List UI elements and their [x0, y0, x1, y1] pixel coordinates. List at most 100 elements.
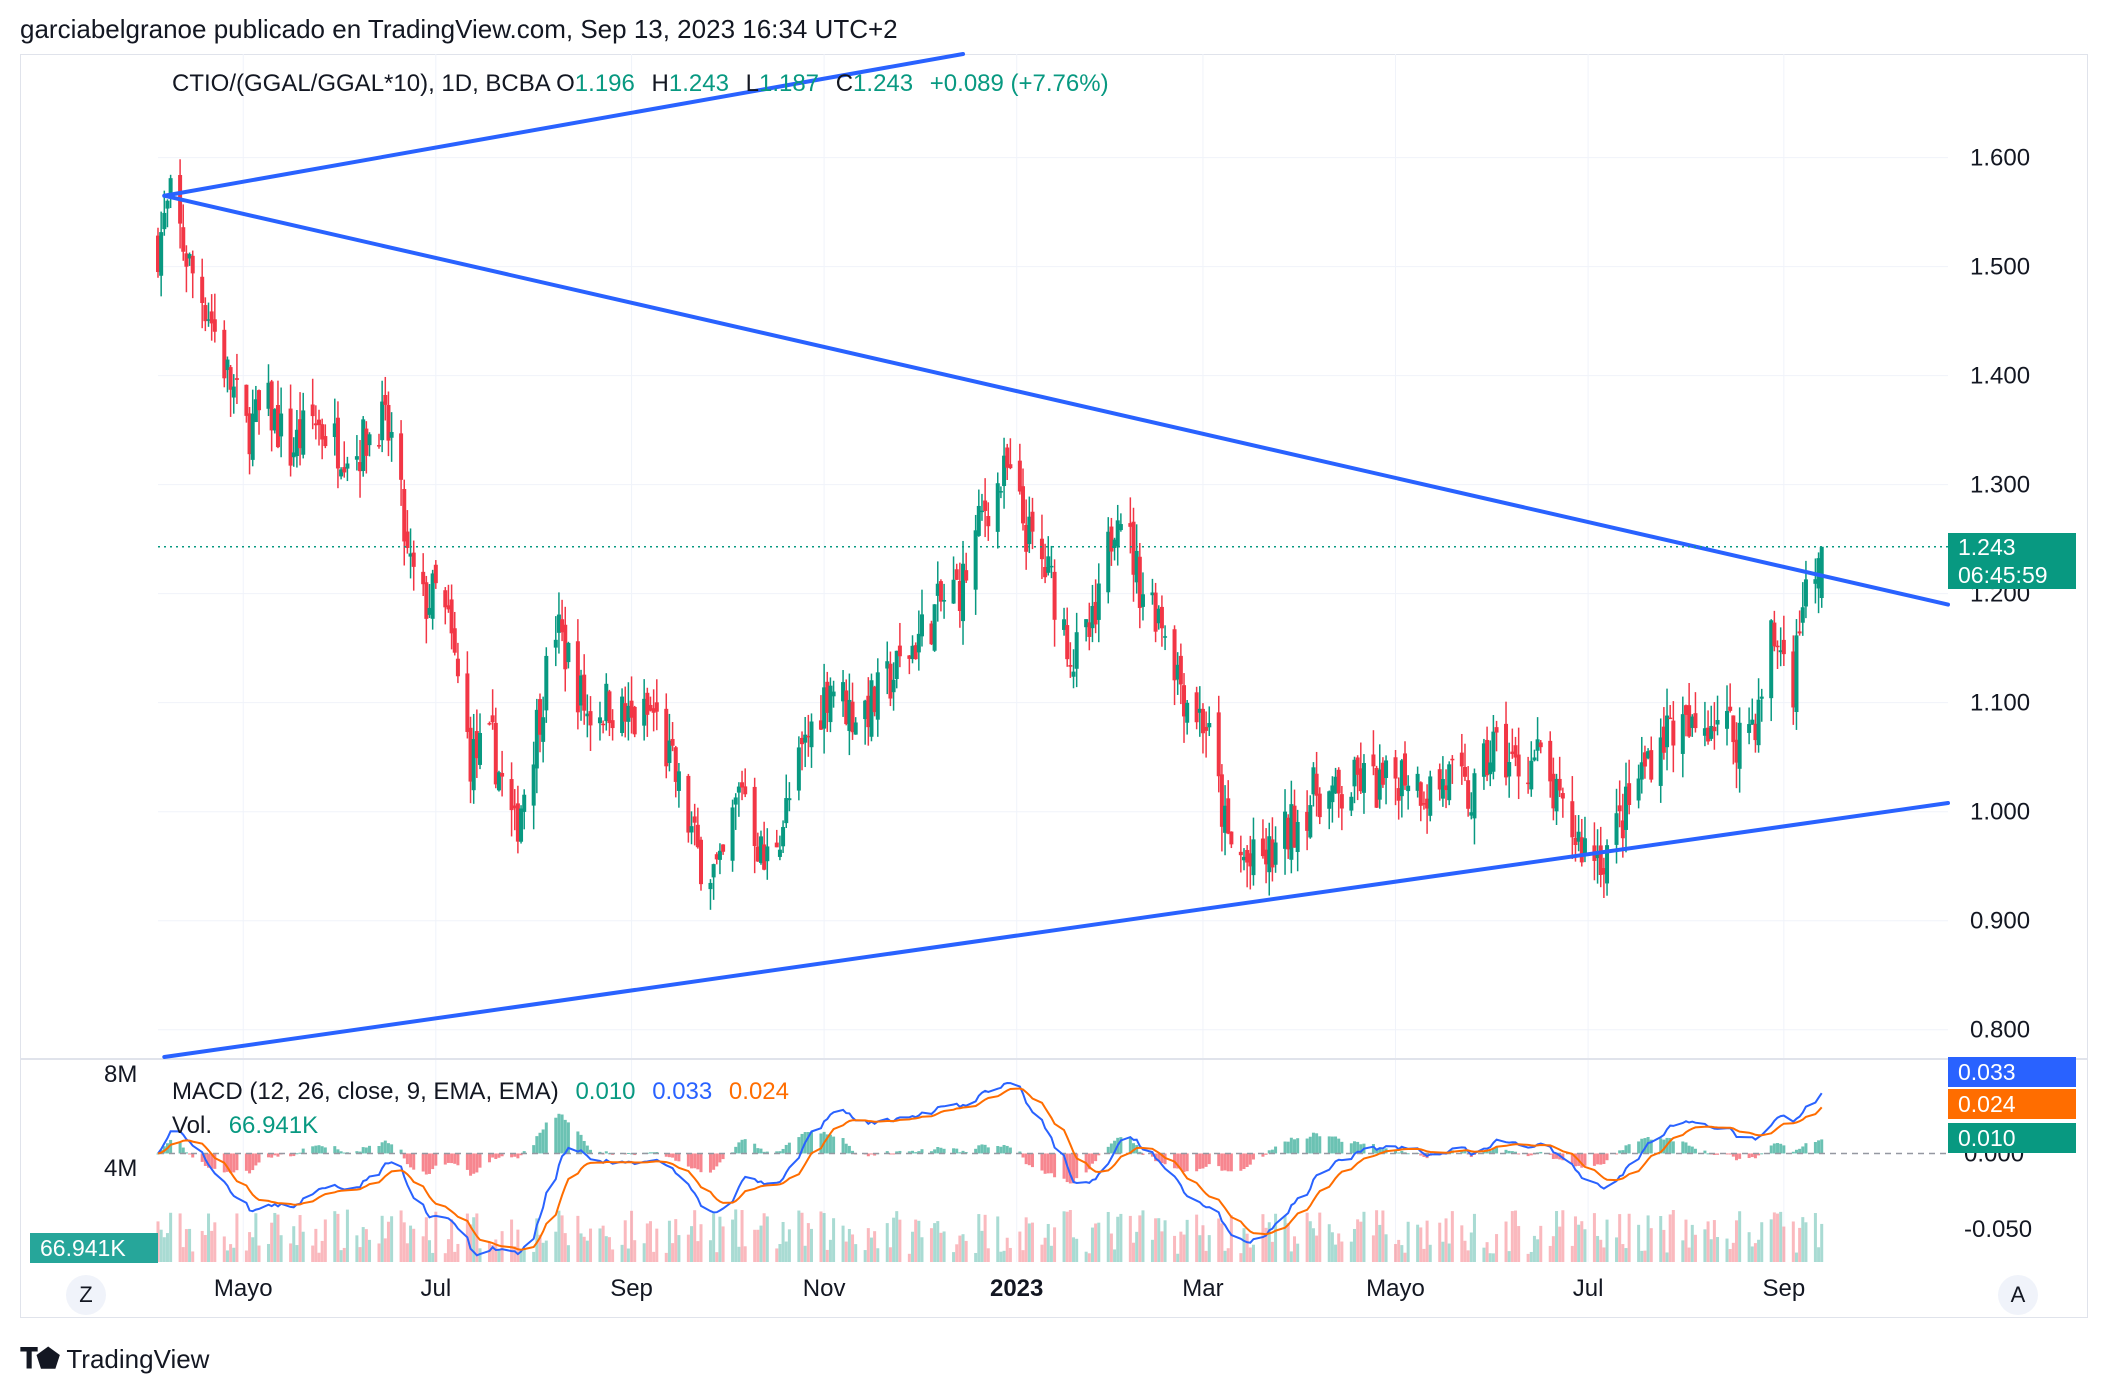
candle-body	[822, 687, 827, 729]
macd-histogram-bar	[1637, 1141, 1641, 1154]
signal-line	[157, 1087, 1823, 1251]
time-axis-label: Jul	[420, 1275, 451, 1302]
volume-bar	[851, 1234, 855, 1262]
volume-bar	[996, 1216, 1000, 1262]
volume-bar	[380, 1215, 384, 1262]
volume-bar	[1220, 1223, 1224, 1262]
volume-bar	[229, 1244, 233, 1262]
volume-bar	[775, 1248, 779, 1262]
macd-histogram-bar	[311, 1146, 315, 1154]
volume-bar	[345, 1209, 349, 1262]
candle-body	[642, 698, 647, 726]
candle-body	[1314, 773, 1319, 796]
volume-bar	[270, 1222, 274, 1262]
volume-bar	[898, 1219, 902, 1262]
volume-bar	[929, 1228, 933, 1262]
macd-histogram-bar	[339, 1151, 343, 1154]
volume-bar	[1577, 1224, 1581, 1262]
volume-bar	[825, 1249, 829, 1262]
volume-legend-value: 66.941K	[228, 1112, 319, 1139]
candle-body	[1336, 769, 1341, 794]
candle-body	[1447, 764, 1452, 801]
candle-body	[339, 469, 344, 477]
candle-body	[1706, 727, 1711, 742]
candle-body	[1642, 752, 1647, 767]
macd-histogram-bar	[734, 1146, 738, 1154]
macd-histogram-bar	[576, 1131, 580, 1154]
volume-bar	[1776, 1213, 1780, 1262]
macd-histogram-bar	[1485, 1151, 1489, 1154]
volume-bar	[1207, 1235, 1211, 1262]
volume-bar	[1482, 1247, 1486, 1262]
candle-body	[752, 786, 757, 847]
macd-histogram-bar	[1053, 1153, 1057, 1178]
macd-histogram-bar	[1005, 1145, 1009, 1154]
volume-bar	[961, 1234, 965, 1262]
volume-bar	[828, 1239, 832, 1262]
volume-axis-label: 4M	[104, 1155, 137, 1182]
volume-bar	[1116, 1216, 1120, 1262]
macd-histogram-bar	[806, 1132, 810, 1154]
candle-body	[544, 655, 549, 711]
macd-histogram-bar	[1239, 1153, 1243, 1171]
volume-bar	[1425, 1220, 1429, 1262]
macd-histogram-bar	[1251, 1153, 1255, 1160]
timezone-button[interactable]: Z	[66, 1275, 106, 1315]
volume-bar	[1008, 1247, 1012, 1262]
macd-histogram-bar	[765, 1151, 769, 1154]
candle-body	[1185, 702, 1190, 723]
volume-bar	[156, 1221, 160, 1262]
macd-histogram-bar	[1596, 1153, 1600, 1165]
volume-bar	[1334, 1244, 1338, 1262]
volume-bar	[532, 1251, 536, 1262]
candle-body	[1295, 822, 1300, 853]
volume-bar	[1305, 1212, 1309, 1262]
volume-bar	[1712, 1220, 1716, 1262]
volume-bar	[667, 1220, 671, 1262]
macd-histogram-bar	[1400, 1150, 1404, 1154]
candle-body	[740, 782, 745, 788]
candle-body	[1137, 556, 1142, 608]
candle-body	[1728, 706, 1733, 711]
candle-body	[695, 824, 700, 848]
macd-histogram-bar	[1097, 1153, 1101, 1156]
macd-histogram-bar	[1760, 1153, 1764, 1155]
macd-histogram-bar	[257, 1153, 261, 1163]
volume-bar	[472, 1217, 476, 1262]
candle-body	[1084, 619, 1089, 628]
candle-body	[1715, 720, 1720, 725]
candle-body	[1071, 671, 1076, 677]
macd-histogram-bar	[361, 1147, 365, 1154]
candle-body	[1330, 785, 1335, 803]
volume-bar	[1463, 1240, 1467, 1262]
volume-bar	[1049, 1245, 1053, 1262]
volume-bar	[664, 1252, 668, 1262]
macd-histogram-bar	[450, 1153, 454, 1164]
candle-body	[231, 386, 236, 398]
volume-bar	[399, 1210, 403, 1262]
candle-body	[452, 628, 457, 653]
macd-histogram-bar	[469, 1153, 473, 1176]
volume-bar	[1195, 1214, 1199, 1262]
volume-bar	[1668, 1214, 1672, 1262]
macd-histogram-bar	[1618, 1150, 1622, 1154]
price-axis-label: 1.100	[1970, 690, 2030, 717]
macd-histogram-bar	[1072, 1153, 1076, 1184]
macd-histogram-bar	[1621, 1150, 1625, 1154]
volume-bar	[1359, 1221, 1363, 1262]
legend-high-value: 1.243	[668, 70, 729, 97]
volume-bar	[1491, 1253, 1495, 1262]
candle-body	[850, 701, 855, 733]
volume-value-badge: 66.941K	[30, 1233, 158, 1263]
macd-histogram-bar	[974, 1148, 978, 1154]
macd-histogram-bar	[1646, 1137, 1650, 1154]
macd-histogram-bar	[847, 1145, 851, 1154]
macd-histogram-bar	[383, 1140, 387, 1154]
volume-bar	[235, 1213, 239, 1262]
volume-bar	[191, 1251, 195, 1262]
auto-scale-button[interactable]: A	[1998, 1275, 2038, 1315]
macd-histogram-bar	[1049, 1153, 1053, 1174]
volume-bar	[405, 1243, 409, 1262]
candle-body	[585, 713, 590, 717]
